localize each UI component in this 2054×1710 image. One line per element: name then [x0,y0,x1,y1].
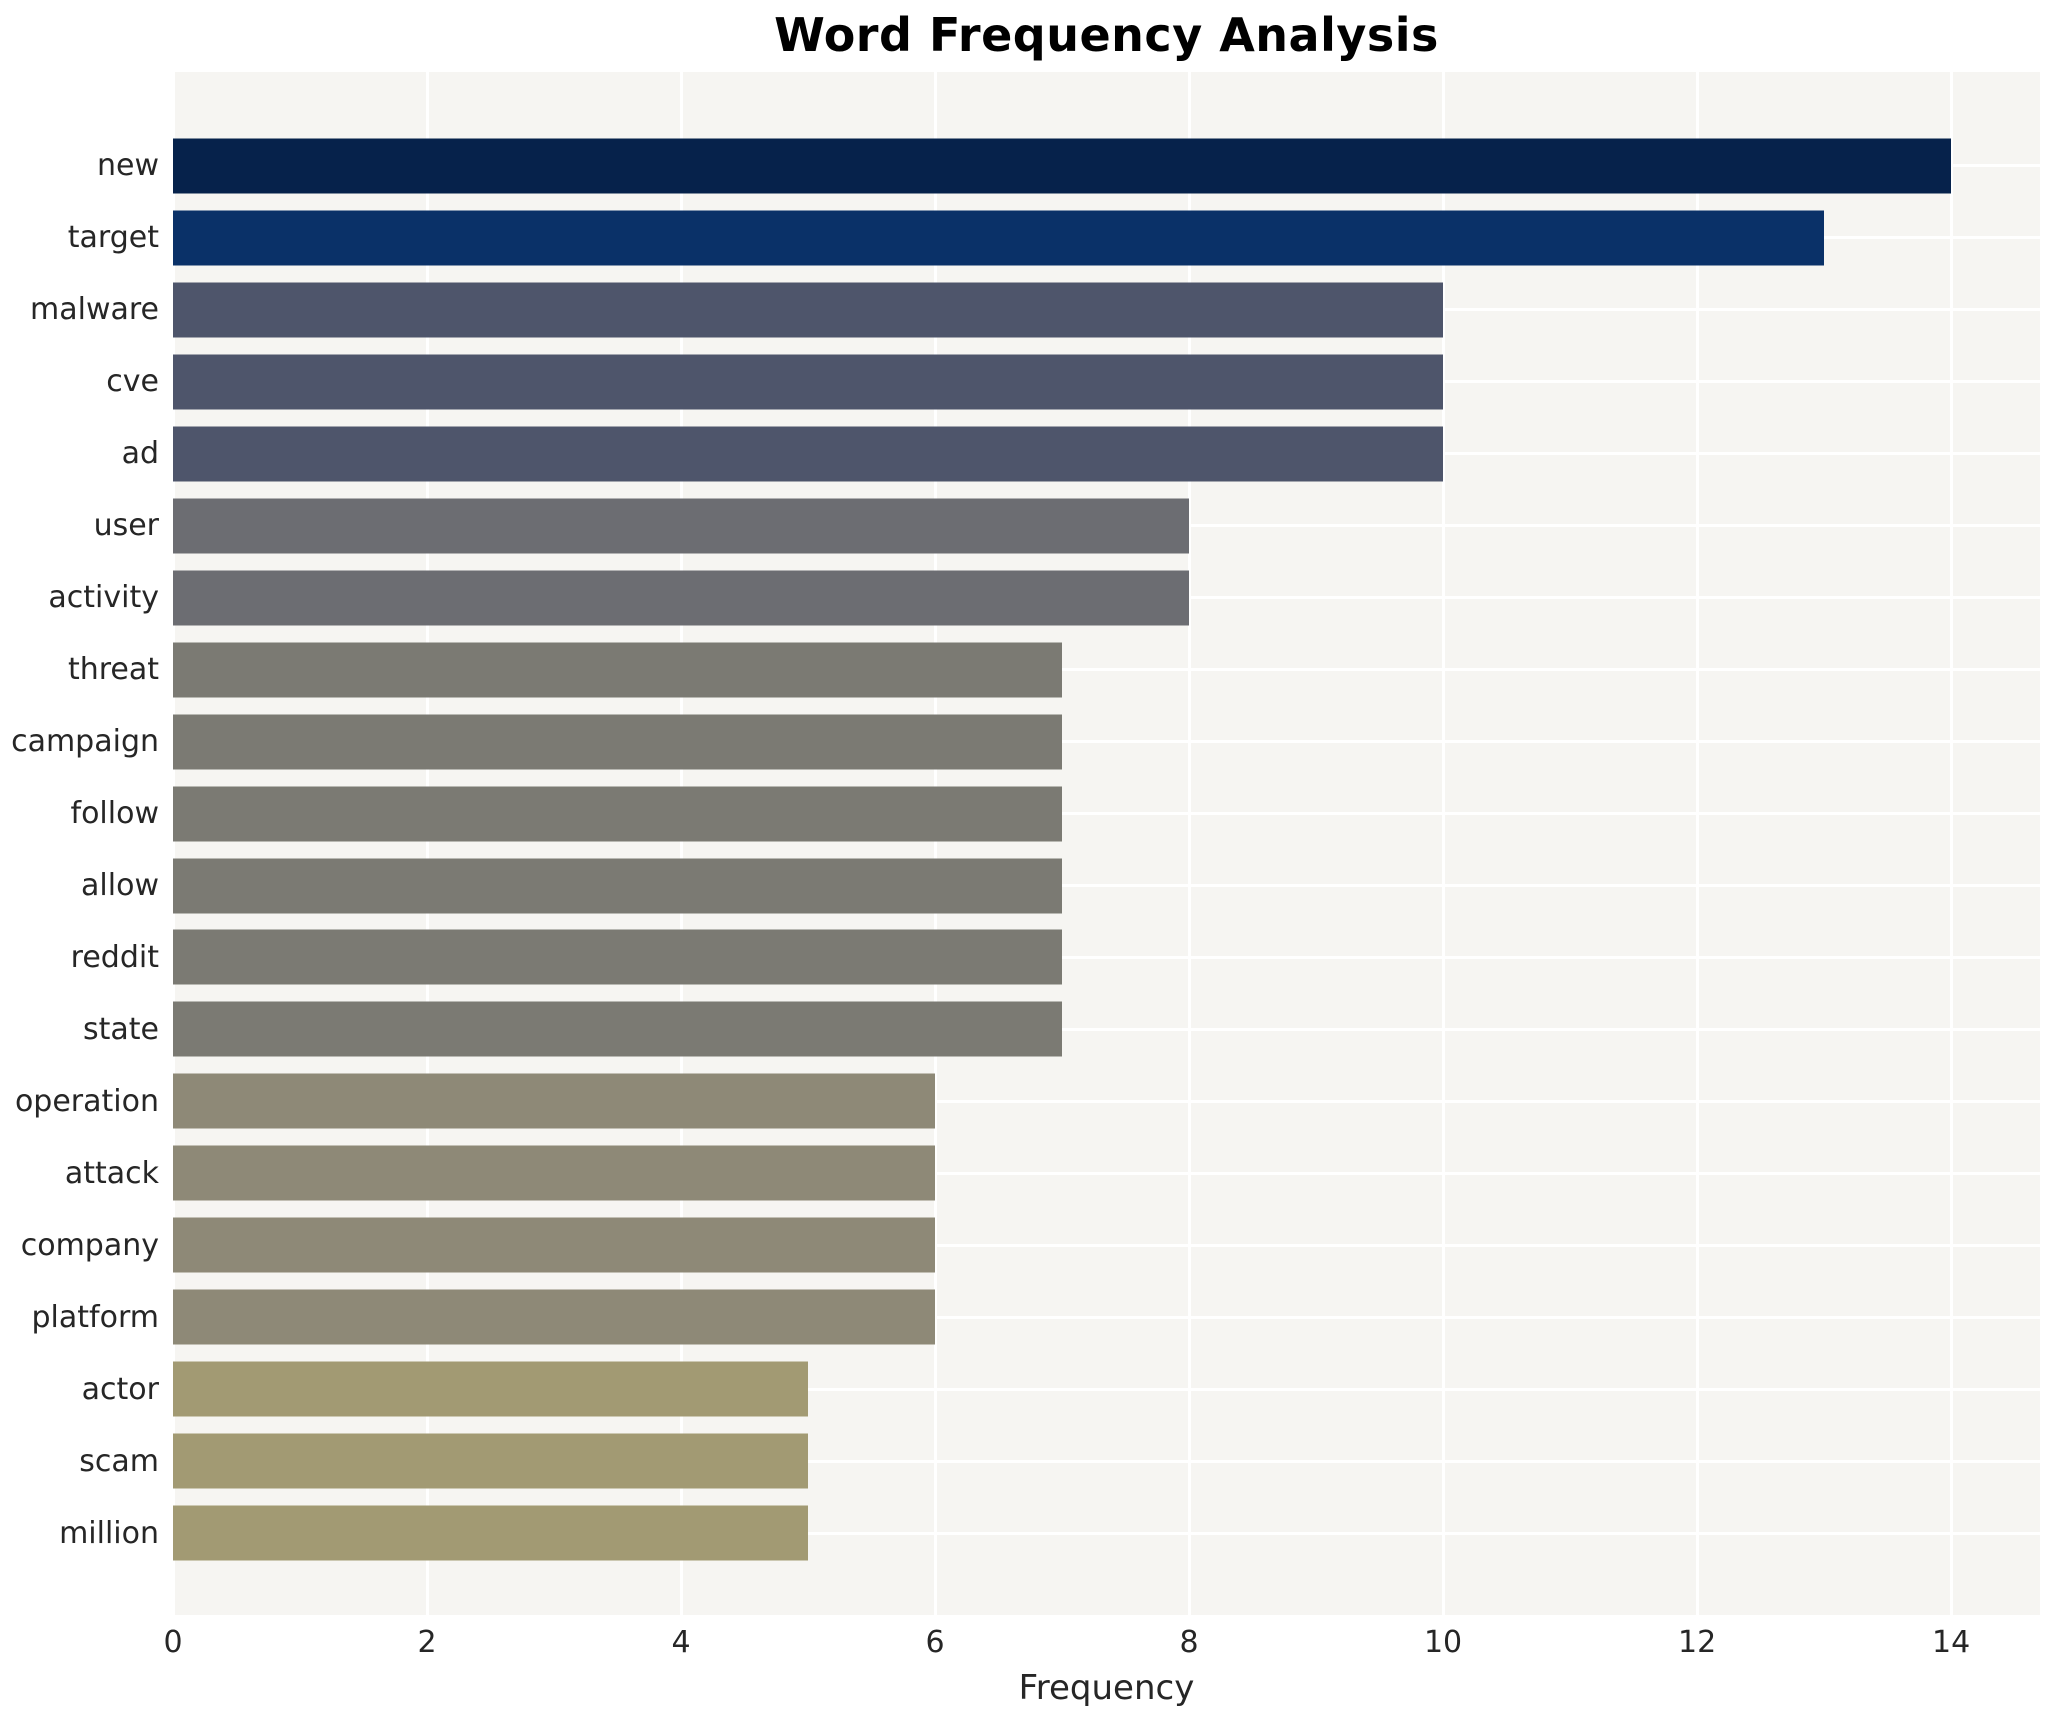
y-tick-label-threat: threat [67,652,159,688]
chart-row-new: new [97,130,2040,202]
y-tick-label-cve: cve [106,364,159,400]
y-tick-label-user: user [93,508,159,544]
chart-row-actor: actor [82,1353,2040,1425]
chart-title: Word Frequency Analysis [774,8,1439,62]
bar-platform [173,1289,936,1345]
chart-row-attack: attack [65,1137,2040,1209]
x-tick-label-6: 6 [925,1625,945,1660]
gridline-x-4 [679,72,683,1615]
bar-cve [173,354,1444,410]
y-tick-label-actor: actor [81,1371,159,1407]
bar-user [173,498,1190,554]
bar-actor [173,1361,809,1417]
y-tick-label-ad: ad [121,436,159,472]
y-tick-label-allow: allow [81,868,159,903]
chart-row-allow: allow [81,850,2040,922]
chart-row-malware: malware [30,274,2040,346]
gridline-y [173,1387,2040,1391]
plot-area: new target malware cve ad user activity threat c… [11,72,2040,1615]
bar-attack [173,1145,936,1201]
chart-row-company: company [21,1209,2040,1281]
y-tick-label-million: million [59,1515,159,1551]
y-tick-label-reddit: reddit [70,939,159,975]
bar-reddit [173,929,1063,985]
gridline-x-12 [1695,72,1699,1615]
x-tick-label-12: 12 [1677,1625,1717,1660]
gridline-y [173,1171,2040,1175]
chart-row-operation: operation [15,1065,2040,1137]
bar-ad [173,426,1444,482]
bar-scam [173,1433,809,1489]
y-tick-label-company: company [20,1227,159,1263]
chart-row-follow: follow [71,778,2040,850]
bar-operation [173,1073,936,1129]
gridline-x-2 [425,72,429,1615]
gridline-y [173,668,2040,672]
y-tick-label-malware: malware [30,292,159,328]
gridline-x-14 [1949,72,1953,1615]
x-tick-label-0: 0 [163,1625,183,1660]
chart-row-state: state [83,993,2040,1065]
bars-container: new target malware cve ad user activity threat c… [11,72,2040,1615]
bar-threat [173,642,1063,698]
bar-company [173,1217,936,1273]
gridline-y [173,1027,2040,1031]
chart-row-campaign: campaign [11,706,2040,778]
chart-row-million: million [59,1497,2040,1569]
gridline-y [173,812,2040,816]
x-axis-ticks: 0 2 4 6 8 10 12 14 [163,1625,2040,1665]
x-tick-label-8: 8 [1179,1625,1199,1660]
bar-million [173,1505,809,1561]
chart-row-activity: activity [48,562,2040,634]
y-tick-label-attack: attack [64,1155,159,1191]
chart-row-reddit: reddit [71,921,2040,993]
bar-state [173,1001,1063,1057]
chart-row-cve: cve [106,346,2040,418]
gridline-y [173,1099,2040,1103]
y-tick-label-state: state [83,1011,159,1047]
y-tick-label-operation: operation [14,1083,159,1119]
y-tick-label-activity: activity [48,580,159,616]
bar-allow [173,858,1063,913]
y-tick-label-new: new [96,148,159,184]
bar-activity [173,570,1190,626]
chart-row-scam: scam [79,1425,2040,1497]
y-tick-label-target: target [67,220,159,256]
gridline-y [173,884,2040,887]
x-tick-label-4: 4 [671,1625,691,1660]
x-tick-label-2: 2 [417,1625,437,1660]
gridline-x-10 [1441,72,1445,1615]
gridline-y [173,740,2040,744]
gridline-y [173,955,2040,959]
bar-malware [173,282,1444,338]
gridline-x-6 [933,72,937,1615]
chart-row-platform: platform [32,1281,2040,1353]
y-tick-label-platform: platform [31,1299,159,1335]
y-tick-label-campaign: campaign [11,724,159,760]
chart-row-threat: threat [68,634,2040,706]
y-tick-label-follow: follow [70,796,159,832]
y-tick-label-scam: scam [79,1443,159,1479]
x-tick-label-14: 14 [1932,1625,1971,1660]
gridline-y [173,1243,2040,1247]
gridline-y [173,1531,2040,1535]
gridline-x-0 [171,72,175,1615]
bar-target [173,210,1825,266]
bar-campaign [173,714,1063,770]
bar-follow [173,786,1063,842]
chart-row-ad: ad [122,418,2040,490]
x-tick-label-10: 10 [1423,1625,1463,1660]
chart-row-target: target [68,202,2040,274]
x-axis-label: Frequency [1018,1668,1195,1708]
bar-new [173,138,1952,194]
gridline-x-8 [1187,72,1191,1615]
chart-row-user: user [94,490,2040,562]
gridline-y [173,1459,2040,1463]
gridline-y [173,1315,2040,1319]
